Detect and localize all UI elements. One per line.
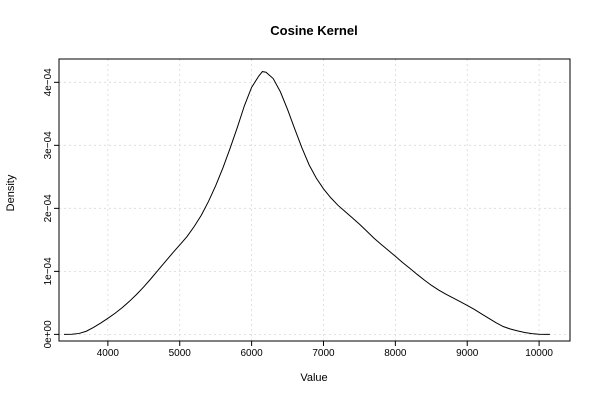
- x-axis: 4000 5000 6000 7000 8000 9000 10000: [97, 340, 553, 359]
- y-tick-label-0: 0e+00: [43, 320, 54, 349]
- y-tick-label-4: 4e−04: [43, 68, 54, 97]
- y-axis-label: Density: [5, 174, 17, 211]
- x-tick-label-1: 5000: [169, 348, 192, 359]
- x-tick-label-0: 4000: [97, 348, 120, 359]
- plot-area: [58, 58, 571, 342]
- x-tick-label-5: 9000: [456, 348, 479, 359]
- y-tick-label-2: 2e−04: [43, 194, 54, 223]
- y-axis: 0e+00 1e−04 2e−04 3e−04 4e−04: [43, 68, 60, 349]
- y-tick-label-3: 3e−04: [43, 131, 54, 160]
- x-tick-label-3: 7000: [312, 348, 335, 359]
- x-tick-label-4: 8000: [384, 348, 407, 359]
- density-line: [64, 71, 550, 335]
- x-axis-label: Value: [300, 372, 327, 384]
- chart-title: Cosine Kernel: [270, 23, 357, 38]
- grid-lines: [59, 59, 570, 341]
- y-tick-label-1: 1e−04: [43, 257, 54, 286]
- x-tick-label-6: 10000: [525, 348, 553, 359]
- x-tick-label-2: 6000: [240, 348, 263, 359]
